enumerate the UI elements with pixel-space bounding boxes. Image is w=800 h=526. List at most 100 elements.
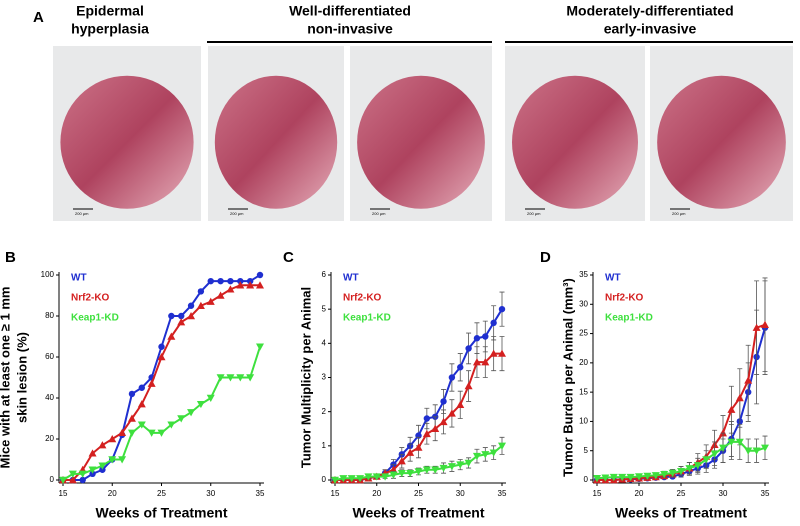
point [660,470,669,479]
point [752,323,761,331]
heading: early-invasive [604,21,697,37]
point [118,456,127,464]
point [693,462,702,470]
point [68,476,77,484]
tissue [657,75,786,209]
point [227,277,234,285]
heading: hyperplasia [71,21,149,37]
point [236,281,245,289]
point [127,414,136,422]
point [727,438,736,446]
legend-label: Keap1-KD [71,313,119,324]
panel-label: B [5,249,16,266]
legend-label: Keap1-KD [343,313,391,324]
x-axis-label: Weeks of Treatment [352,505,484,521]
point [389,471,398,479]
point [108,456,117,464]
point [177,318,186,326]
point [490,319,497,327]
y-tick-label: 60 [45,352,54,361]
point [406,469,415,478]
series-line [62,346,261,481]
heading: Epidermal [76,3,144,19]
point [414,468,423,476]
point [88,466,97,474]
point [226,374,235,382]
y-tick-label: 3 [322,373,327,382]
point [236,374,245,382]
y-tick-label: 2 [322,407,327,416]
y-axis-label: Tumor Multiplicity per Animal [298,287,313,468]
y-tick-label: 4 [322,338,327,347]
x-axis-label: Weeks of Treatment [615,505,747,521]
point [147,379,156,387]
x-tick-label: 20 [108,489,117,498]
tissue [512,75,638,209]
point [89,470,96,478]
point [423,415,431,422]
point [601,474,610,482]
point [489,349,498,357]
point [464,459,473,467]
y-tick-label: 0 [322,475,327,484]
point [206,394,215,402]
y-tick-label: 100 [41,270,55,279]
point [99,466,106,473]
point [138,384,145,391]
heading: Moderately-differentiated [566,3,733,19]
point [206,297,215,305]
y-tick-label: 5 [322,304,327,313]
y-axis-label: skin lesion (%) [14,332,29,423]
point [128,390,136,398]
point [217,277,224,285]
point [456,400,465,409]
micrographs: 200 µm 200 µm 200 µm 200 µm 200 µm [53,46,793,221]
legend-label: Nrf2-KO [343,293,382,304]
point [744,447,753,455]
point [196,400,205,409]
point [381,473,390,481]
point [482,333,489,340]
legend-label: Keap1-KD [605,313,653,324]
y-tick-label: 0 [584,475,589,484]
point [216,291,225,299]
y-tick-label: 25 [579,329,588,338]
y-tick-label: 10 [579,417,588,426]
y-tick-label: 80 [45,311,54,320]
point [78,470,87,478]
point [414,443,423,451]
point [127,429,136,437]
point [397,469,406,478]
x-tick-label: 15 [59,489,68,498]
point [187,409,196,417]
point [246,281,255,289]
point [187,312,196,320]
point [447,463,456,471]
point [177,415,186,423]
x-tick-label: 30 [206,489,215,498]
point [651,472,660,480]
point [372,473,381,481]
point [226,285,235,293]
panel-label: A [33,9,44,26]
panel-label: C [283,249,294,266]
heading: Well-differentiated [289,3,411,19]
point [635,473,643,481]
scale-bar-label: 200 µm [672,211,686,216]
point [68,470,77,478]
point [79,476,86,484]
point [364,473,373,481]
legend-label: Nrf2-KO [605,293,644,304]
x-tick-label: 20 [372,489,381,498]
panel-label: D [540,249,551,266]
point [727,405,736,413]
y-axis-label: Tumor Burden per Animal (mm³) [560,278,575,477]
x-tick-label: 35 [256,489,265,498]
y-tick-label: 20 [45,434,54,443]
y-tick-label: 0 [50,475,55,484]
point [331,476,339,484]
point [397,457,406,465]
x-tick-label: 30 [719,489,728,498]
point [256,271,264,279]
